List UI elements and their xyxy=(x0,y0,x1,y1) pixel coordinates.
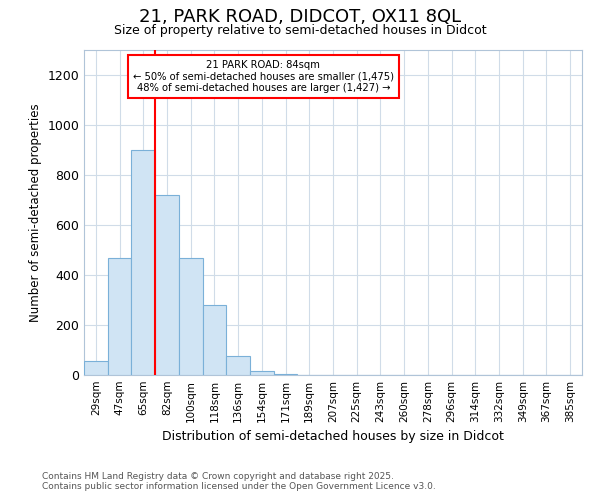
Bar xyxy=(203,305,226,375)
Text: 21, PARK ROAD, DIDCOT, OX11 8QL: 21, PARK ROAD, DIDCOT, OX11 8QL xyxy=(139,8,461,26)
X-axis label: Distribution of semi-detached houses by size in Didcot: Distribution of semi-detached houses by … xyxy=(162,430,504,444)
Bar xyxy=(108,258,131,375)
Bar xyxy=(250,370,274,375)
Bar xyxy=(131,150,155,375)
Text: Size of property relative to semi-detached houses in Didcot: Size of property relative to semi-detach… xyxy=(113,24,487,37)
Bar xyxy=(274,374,298,375)
Bar xyxy=(226,356,250,375)
Bar xyxy=(179,258,203,375)
Y-axis label: Number of semi-detached properties: Number of semi-detached properties xyxy=(29,103,42,322)
Text: Contains HM Land Registry data © Crown copyright and database right 2025.
Contai: Contains HM Land Registry data © Crown c… xyxy=(42,472,436,491)
Bar xyxy=(84,361,108,375)
Text: 21 PARK ROAD: 84sqm
← 50% of semi-detached houses are smaller (1,475)
48% of sem: 21 PARK ROAD: 84sqm ← 50% of semi-detach… xyxy=(133,60,394,93)
Bar xyxy=(155,195,179,375)
